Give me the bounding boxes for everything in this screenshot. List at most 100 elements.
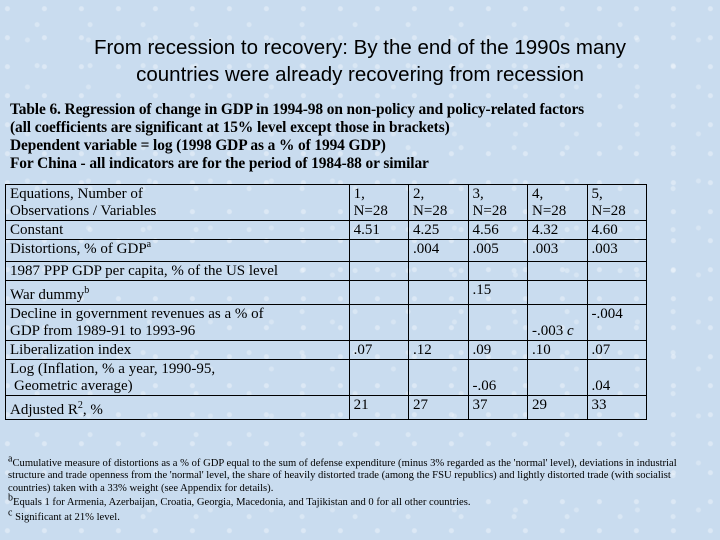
footnote-b: bEquals 1 for Armenia, Azerbaijan, Croat… <box>8 493 713 509</box>
eq-number: 5, <box>591 186 603 202</box>
cell: .09 <box>467 340 529 360</box>
cell: 27 <box>408 395 469 420</box>
table-row-adjusted-r2: Adjusted R2, % 21 27 37 29 33 <box>5 395 647 420</box>
cell <box>467 304 529 341</box>
row-label: 1987 PPP GDP per capita, % of the US lev… <box>5 261 350 281</box>
eq-n: N=28 <box>413 203 448 219</box>
cell: .07 <box>348 340 410 360</box>
regression-table: Equations, Number of Observations / Vari… <box>5 184 647 420</box>
table-row-liberalization: Liberalization index .07 .12 .09 .10 .07 <box>5 340 647 360</box>
footnote-mark: a <box>8 453 13 465</box>
cell: .004 <box>408 239 469 262</box>
cell: .005 <box>467 239 529 262</box>
cell: 4.51 <box>348 220 410 240</box>
footnotes: aCumulative measure of distortions as a … <box>8 454 713 524</box>
table-caption: Table 6. Regression of change in GDP in … <box>10 101 715 173</box>
row-label: Distortions, % of GDPa <box>5 239 350 262</box>
header-eq-4: 4, N=28 <box>527 184 588 221</box>
header-label-line1: Equations, Number of <box>10 186 143 202</box>
row-label: War dummyb <box>5 280 350 305</box>
cell <box>527 261 588 281</box>
caption-line: Table 6. Regression of change in GDP in … <box>10 101 585 118</box>
table-row-inflation: Log (Inflation, % a year, 1990-95, Geome… <box>5 359 647 396</box>
cell: .003 <box>586 239 647 262</box>
table-row-ppp: 1987 PPP GDP per capita, % of the US lev… <box>5 261 647 281</box>
header-eq-2: 2, N=28 <box>408 184 469 221</box>
cell: 4.25 <box>408 220 469 240</box>
footnote-a: aCumulative measure of distortions as a … <box>8 454 713 495</box>
header-eq-1: 1, N=28 <box>348 184 410 221</box>
row-label-line1: Log (Inflation, % a year, 1990-95, <box>10 361 216 377</box>
cell <box>527 280 588 305</box>
eq-number: 2, <box>413 186 425 202</box>
footnote-text: Cumulative measure of distortions as a %… <box>8 458 677 494</box>
header-label: Equations, Number of Observations / Vari… <box>5 184 350 221</box>
cell <box>467 261 529 281</box>
cell: 21 <box>348 395 410 420</box>
cell: .12 <box>408 340 469 360</box>
cell: 33 <box>586 395 647 420</box>
slide-title-line2: countries were already recovering from r… <box>136 63 584 86</box>
row-label-text: War dummy <box>10 287 85 303</box>
cell: 37 <box>467 395 529 420</box>
cell <box>348 261 410 281</box>
row-label-line2: Geometric average) <box>14 378 133 394</box>
caption-line: For China - all indicators are for the p… <box>10 155 429 172</box>
cell <box>408 280 469 305</box>
footnote-text: Equals 1 for Armenia, Azerbaijan, Croati… <box>13 497 471 509</box>
row-label-line1: Decline in government revenues as a % of <box>10 306 264 322</box>
header-eq-5: 5, N=28 <box>586 184 647 221</box>
row-label-text: Adjusted R <box>10 402 78 418</box>
row-label-text: Distortions, % of GDP <box>10 241 147 257</box>
header-eq-3: 3, N=28 <box>467 184 529 221</box>
cell <box>348 239 410 262</box>
eq-n: N=28 <box>472 203 507 219</box>
cell: .04 <box>586 359 647 396</box>
cell: 4.32 <box>527 220 588 240</box>
cell: .07 <box>586 340 647 360</box>
slide-title-line1: From recession to recovery: By the end o… <box>93 36 627 59</box>
eq-number: 4, <box>532 186 544 202</box>
caption-line: (all coefficients are significant at 15%… <box>10 119 450 136</box>
footnote-mark: c <box>567 323 574 339</box>
slide-title: From recession to recovery: By the end o… <box>0 34 720 88</box>
cell: -.06 <box>467 359 529 396</box>
cell: -.004 <box>586 304 647 341</box>
footnote-text: Significant at 21% level. <box>15 511 120 523</box>
row-label: Liberalization index <box>5 340 350 360</box>
row-label: Log (Inflation, % a year, 1990-95, Geome… <box>5 359 350 396</box>
table-row-war: War dummyb .15 <box>5 280 647 305</box>
header-label-line2: Observations / Variables <box>10 203 157 219</box>
table-row-distortions: Distortions, % of GDPa .004 .005 .003 .0… <box>5 239 647 262</box>
cell <box>348 304 410 341</box>
eq-n: N=28 <box>353 203 388 219</box>
cell: .003 <box>527 239 588 262</box>
footnote-c: c Significant at 21% level. <box>8 508 713 524</box>
cell <box>586 261 647 281</box>
cell: 4.56 <box>467 220 529 240</box>
cell <box>348 280 410 305</box>
footnote-mark: b <box>8 492 13 504</box>
cell <box>348 359 410 396</box>
superscript: 2 <box>77 400 83 411</box>
row-label: Constant <box>5 220 350 240</box>
eq-n: N=28 <box>591 203 626 219</box>
footnote-mark: c <box>8 507 13 519</box>
row-label: Adjusted R2, % <box>5 395 350 420</box>
cell: .15 <box>467 280 529 305</box>
caption-line: Dependent variable = log (1998 GDP as a … <box>10 137 386 154</box>
footnote-mark: b <box>84 285 90 296</box>
cell: -.003 c <box>527 304 588 341</box>
row-label-suffix: , % <box>82 402 103 418</box>
eq-number: 3, <box>472 186 484 202</box>
table-row-decline: Decline in government revenues as a % of… <box>5 304 647 341</box>
cell-value: -.003 <box>532 323 564 339</box>
cell <box>586 280 647 305</box>
cell <box>408 359 469 396</box>
cell: 4.60 <box>586 220 647 240</box>
cell: .10 <box>527 340 588 360</box>
footnote-mark: a <box>146 239 152 250</box>
cell: 29 <box>527 395 588 420</box>
cell <box>408 261 469 281</box>
table-row-constant: Constant 4.51 4.25 4.56 4.32 4.60 <box>5 220 647 240</box>
